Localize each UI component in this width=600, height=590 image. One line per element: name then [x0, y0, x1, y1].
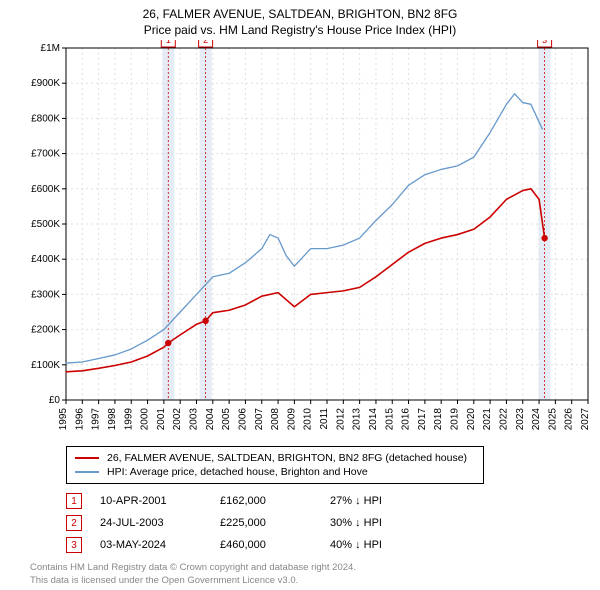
- svg-text:1998: 1998: [107, 408, 118, 431]
- legend-item: 26, FALMER AVENUE, SALTDEAN, BRIGHTON, B…: [75, 451, 475, 465]
- svg-text:2025: 2025: [547, 408, 558, 431]
- legend-swatch: [75, 471, 99, 473]
- transaction-row: 2 24-JUL-2003£225,00030% ↓ HPI: [66, 512, 484, 534]
- svg-text:2: 2: [203, 40, 208, 45]
- svg-text:1997: 1997: [91, 408, 102, 431]
- svg-text:2020: 2020: [466, 408, 477, 431]
- title-subtitle: Price paid vs. HM Land Registry's House …: [0, 22, 600, 38]
- transaction-row: 3 03-MAY-2024£460,00040% ↓ HPI: [66, 534, 484, 556]
- svg-text:£300K: £300K: [31, 290, 60, 301]
- svg-text:1996: 1996: [74, 408, 85, 431]
- svg-text:2010: 2010: [303, 408, 314, 431]
- svg-text:£700K: £700K: [31, 149, 60, 160]
- svg-text:2004: 2004: [205, 408, 216, 431]
- svg-text:2008: 2008: [270, 408, 281, 431]
- attribution-line2: This data is licensed under the Open Gov…: [30, 575, 580, 588]
- svg-text:£600K: £600K: [31, 184, 60, 195]
- svg-text:£1M: £1M: [41, 43, 60, 54]
- chart-svg: £0 £100K £200K £300K £400K £500K £600K £700K £80…: [0, 40, 600, 440]
- transaction-badge: 2: [66, 515, 82, 531]
- svg-text:£400K: £400K: [31, 255, 60, 266]
- transaction-diff: 40% ↓ HPI: [330, 539, 440, 551]
- transaction-table: 1 10-APR-2001£162,00027% ↓ HPI 2 24-JUL-200…: [66, 490, 484, 556]
- svg-text:2027: 2027: [580, 408, 591, 431]
- transaction-date: 24-JUL-2003: [100, 517, 220, 529]
- svg-text:2024: 2024: [531, 408, 542, 431]
- svg-text:2017: 2017: [417, 408, 428, 431]
- attribution-line1: Contains HM Land Registry data © Crown c…: [30, 562, 580, 575]
- svg-text:2026: 2026: [564, 408, 575, 431]
- svg-text:2014: 2014: [368, 408, 379, 431]
- attribution: Contains HM Land Registry data © Crown c…: [30, 562, 580, 588]
- svg-text:2000: 2000: [140, 408, 151, 431]
- svg-text:2003: 2003: [189, 408, 200, 431]
- legend-label: 26, FALMER AVENUE, SALTDEAN, BRIGHTON, B…: [107, 452, 467, 464]
- svg-text:3: 3: [542, 40, 547, 45]
- svg-text:£500K: £500K: [31, 219, 60, 230]
- svg-text:2009: 2009: [286, 408, 297, 431]
- svg-text:2002: 2002: [172, 408, 183, 431]
- legend-label: HPI: Average price, detached house, Brig…: [107, 466, 368, 478]
- svg-text:2015: 2015: [384, 408, 395, 431]
- legend-swatch: [75, 457, 99, 459]
- svg-text:2018: 2018: [433, 408, 444, 431]
- svg-text:1: 1: [166, 40, 171, 45]
- svg-text:£900K: £900K: [31, 79, 60, 90]
- svg-text:2022: 2022: [498, 408, 509, 431]
- svg-text:£200K: £200K: [31, 325, 60, 336]
- transaction-badge: 3: [66, 537, 82, 553]
- svg-text:£0: £0: [49, 395, 61, 406]
- title-address: 26, FALMER AVENUE, SALTDEAN, BRIGHTON, B…: [0, 6, 600, 22]
- transaction-badge: 1: [66, 493, 82, 509]
- transaction-date: 10-APR-2001: [100, 495, 220, 507]
- transaction-date: 03-MAY-2024: [100, 539, 220, 551]
- transaction-price: £460,000: [220, 539, 330, 551]
- chart-plot-area: £0 £100K £200K £300K £400K £500K £600K £700K £80…: [0, 40, 600, 440]
- svg-text:2011: 2011: [319, 408, 330, 430]
- legend-item: HPI: Average price, detached house, Brig…: [75, 465, 475, 479]
- transaction-price: £162,000: [220, 495, 330, 507]
- chart-container: { "title": { "line1": "26, FALMER AVENUE…: [0, 0, 600, 590]
- svg-text:2006: 2006: [237, 408, 248, 431]
- svg-text:1995: 1995: [58, 408, 69, 431]
- svg-text:2005: 2005: [221, 408, 232, 431]
- svg-text:1999: 1999: [123, 408, 134, 431]
- transaction-price: £225,000: [220, 517, 330, 529]
- legend: 26, FALMER AVENUE, SALTDEAN, BRIGHTON, B…: [66, 446, 484, 484]
- svg-text:2023: 2023: [515, 408, 526, 431]
- svg-text:2007: 2007: [254, 408, 265, 431]
- svg-text:£100K: £100K: [31, 360, 60, 371]
- transaction-row: 1 10-APR-2001£162,00027% ↓ HPI: [66, 490, 484, 512]
- transaction-diff: 30% ↓ HPI: [330, 517, 440, 529]
- chart-title-block: 26, FALMER AVENUE, SALTDEAN, BRIGHTON, B…: [0, 0, 600, 40]
- svg-text:2019: 2019: [450, 408, 461, 431]
- svg-text:2012: 2012: [335, 408, 346, 431]
- svg-text:2013: 2013: [352, 408, 363, 431]
- transaction-diff: 27% ↓ HPI: [330, 495, 440, 507]
- svg-text:2021: 2021: [482, 408, 493, 431]
- svg-text:2001: 2001: [156, 408, 167, 431]
- svg-text:2016: 2016: [401, 408, 412, 431]
- svg-text:£800K: £800K: [31, 114, 60, 125]
